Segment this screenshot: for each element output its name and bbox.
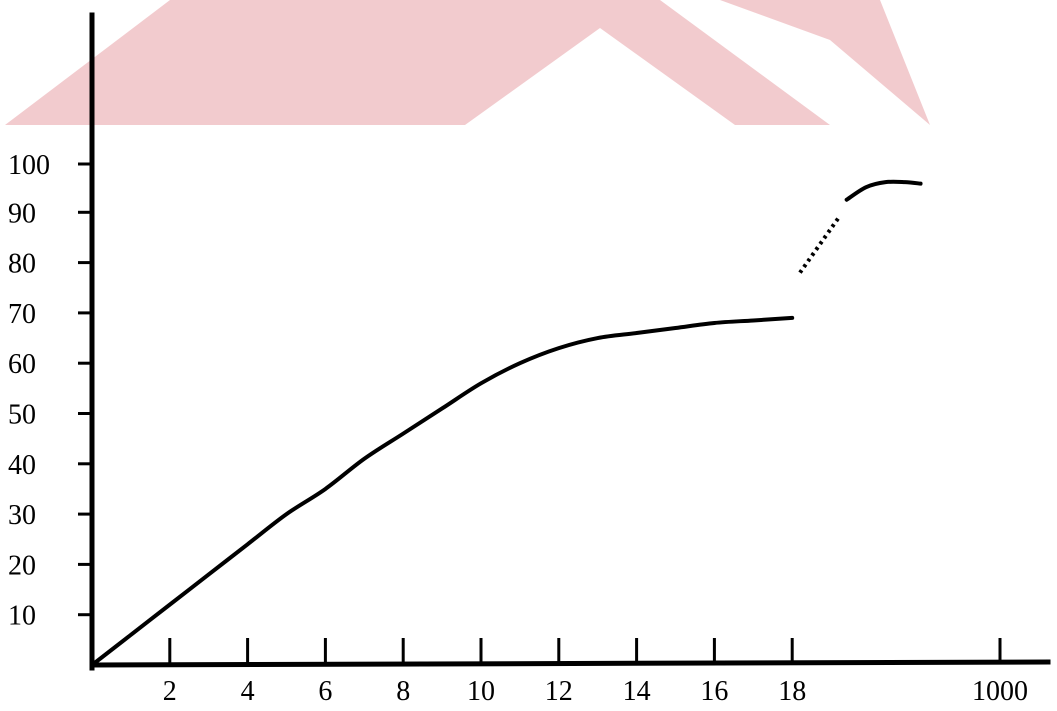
- y-tick-label-10: 10: [8, 601, 36, 632]
- y-tick-label-90: 90: [8, 198, 36, 229]
- x-tick-label-1000: 1000: [972, 676, 1028, 707]
- series-line-1-solid: [90, 315, 795, 667]
- series-line-2-dotted: [798, 216, 841, 274]
- x-tick-label-8: 8: [396, 676, 410, 707]
- y-tick-label-30: 30: [8, 500, 36, 531]
- y-tick-label-50: 50: [8, 400, 36, 431]
- y-tick-label-40: 40: [8, 450, 36, 481]
- x-tick-label-16: 16: [700, 676, 728, 707]
- y-tick-label-70: 70: [8, 299, 36, 330]
- watermark-shape: [5, 0, 930, 125]
- x-axis-line: [89, 659, 1051, 668]
- series-line-3-solid: [844, 179, 923, 202]
- x-axis: [89, 659, 1051, 668]
- y-ticks: 100 90 80 70 60 50 40 30 20 10: [8, 150, 92, 632]
- x-tick-label-2: 2: [163, 676, 177, 707]
- y-tick-label-20: 20: [8, 550, 36, 581]
- x-tick-label-10: 10: [467, 676, 495, 707]
- x-ticks: 2 4 6 8 10 12 14 16 18 1000: [163, 638, 1028, 707]
- y-tick-label-100: 100: [8, 150, 50, 181]
- x-tick-label-4: 4: [241, 676, 255, 707]
- x-tick-label-14: 14: [623, 676, 651, 707]
- x-tick-label-6: 6: [318, 676, 332, 707]
- x-tick-label-18: 18: [778, 676, 806, 707]
- x-tick-label-12: 12: [545, 676, 573, 707]
- data-series: [90, 179, 923, 667]
- watermark: [5, 0, 930, 125]
- y-tick-label-80: 80: [8, 249, 36, 280]
- y-tick-label-60: 60: [8, 349, 36, 380]
